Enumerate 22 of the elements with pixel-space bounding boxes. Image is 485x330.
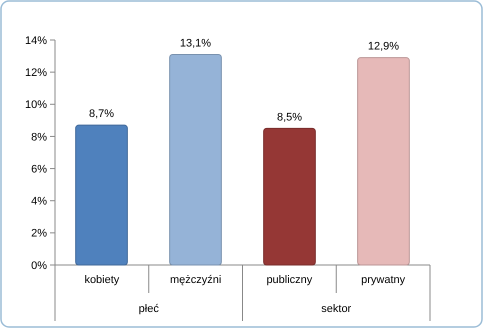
y-tick-label: 14% [24,34,48,47]
x-tick-label: publiczny [266,274,313,286]
y-tick-label: 8% [31,131,48,144]
y-tick-label: 2% [31,228,48,240]
text: płeć [138,303,160,315]
y-tick-label: 4% [31,196,48,208]
data-label: 8,5% [276,111,302,124]
y-tick-label: 0% [31,260,48,272]
y-tick-label: 12% [24,66,48,79]
x-tick-label: prywatny [361,274,406,286]
data-label: 8,7% [88,108,114,120]
y-tick-label: 6% [31,163,48,176]
y-tick-label: 10% [24,99,48,112]
x-tick-label: kobiety [84,274,120,286]
bar [75,124,128,266]
data-label: 13,1% [180,37,212,50]
bar [263,128,316,266]
bar [169,54,222,266]
x-tick-label: mężczyźni [170,274,222,286]
bar [357,57,410,266]
data-label: 12,9% [368,40,400,53]
text: sektor [321,303,352,315]
